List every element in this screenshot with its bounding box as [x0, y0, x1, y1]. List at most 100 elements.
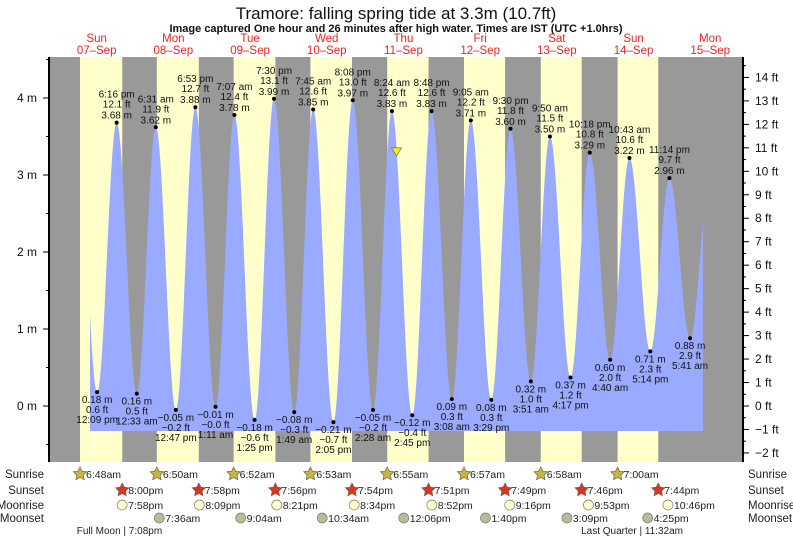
low-tide-m: 0.37 m: [555, 381, 586, 392]
high-tide-m: 3.22 m: [614, 146, 645, 157]
sunrise-star-icon: [379, 466, 395, 481]
right-tick-label: 12 ft: [755, 117, 779, 131]
moonset-moon-icon: [235, 512, 247, 524]
sunset-time: 7:51pm: [435, 485, 470, 497]
current-tide-marker-icon: [390, 147, 403, 157]
moonrise-time: 8:21pm: [283, 500, 318, 512]
high-tide-m: 3.71 m: [456, 108, 487, 119]
tide-point: [95, 390, 100, 395]
tide-point: [688, 336, 693, 341]
right-tick-label: 6 ft: [755, 258, 772, 272]
moon-phase-label: Full Moon | 7:08pm: [77, 526, 162, 537]
sunset-star-icon: [497, 482, 513, 497]
right-tick-label: 0 ft: [755, 399, 772, 413]
tide-point: [331, 420, 336, 425]
sunset-time: 7:56pm: [281, 485, 316, 497]
sunrise-row-label-right: Sunrise: [748, 469, 787, 481]
moonset-moon-icon: [480, 512, 491, 524]
sunset-time: 7:49pm: [511, 485, 546, 497]
right-tick-label: 7 ft: [755, 235, 772, 249]
high-tide-time: 6:31 am: [138, 94, 174, 105]
tide-point: [252, 417, 257, 422]
moonrise-moon-icon: [271, 499, 283, 511]
moonset-time: 7:36am: [165, 513, 200, 525]
tide-point: [232, 112, 237, 117]
high-tide-time: 9:05 am: [453, 87, 489, 98]
tide-point: [311, 107, 316, 112]
sunrise-time: 6:55am: [393, 469, 428, 481]
sunrise-star-icon: [72, 466, 88, 481]
high-tide-ft: 12.1 ft: [103, 100, 131, 111]
day-label-date: 10–Sep: [307, 45, 347, 57]
tide-point: [587, 150, 592, 155]
moonrise-time: 9:53pm: [594, 500, 629, 512]
low-tide-m: 0.18 m: [82, 395, 113, 406]
low-tide-ft: −0.4 ft: [398, 428, 426, 439]
tide-point: [173, 407, 178, 412]
right-tick-label: −1 ft: [755, 422, 779, 436]
right-tick-label: 3 ft: [755, 329, 772, 343]
right-tick-label: −2 ft: [755, 446, 779, 460]
moonset-time: 1:40pm: [491, 513, 526, 525]
sunrise-star-icon: [610, 466, 625, 481]
moonset-row-label-left: Moonset: [0, 513, 45, 525]
low-tide-time: 3:51 am: [513, 404, 549, 415]
high-tide-ft: 12.6 ft: [299, 87, 327, 98]
chart-title: Tramore: falling spring tide at 3.3m (10…: [236, 4, 557, 23]
right-tick-label: 4 ft: [755, 305, 772, 319]
sunset-star-icon: [650, 482, 666, 497]
high-tide-ft: 12.6 ft: [378, 88, 406, 99]
tide-point: [370, 407, 375, 412]
low-tide-ft: 2.0 ft: [599, 373, 621, 384]
sunset-star-icon: [267, 482, 283, 497]
low-tide-ft: −0.2 ft: [162, 423, 190, 434]
high-tide-time: 7:45 am: [295, 77, 331, 88]
moonset-moon-icon: [316, 512, 328, 524]
tide-point: [568, 375, 573, 380]
right-tick-label: 5 ft: [755, 282, 772, 296]
moonrise-time: 7:58pm: [128, 500, 163, 512]
high-tide-ft: 12.4 ft: [221, 92, 249, 103]
high-tide-ft: 11.5 ft: [536, 114, 563, 125]
sunrise-star-icon: [456, 466, 472, 481]
low-tide-time: 2:05 pm: [315, 445, 351, 456]
day-label-dow: Mon: [162, 33, 184, 45]
high-tide-ft: 12.6 ft: [418, 88, 446, 99]
high-tide-m: 3.97 m: [337, 88, 368, 99]
moonrise-moon-icon: [504, 499, 516, 511]
high-tide-m: 3.83 m: [377, 99, 408, 110]
low-tide-time: 1:11 am: [198, 430, 233, 441]
tide-point: [272, 96, 277, 101]
high-tide-ft: 12.2 ft: [457, 97, 485, 108]
high-tide-m: 3.68 m: [101, 111, 132, 122]
sunrise-star-icon: [302, 466, 318, 481]
left-tick-label: 4 m: [17, 91, 37, 105]
sunrise-time: 6:50am: [163, 469, 198, 481]
right-tick-label: 10 ft: [755, 164, 779, 178]
sun-moon-rows: Sunrise Sunrise 6:48am 6:50am 6:52am 6:53am 6:…: [0, 466, 793, 537]
low-tide-m: 0.16 m: [121, 397, 152, 408]
low-tide-ft: 2.9 ft: [679, 351, 701, 362]
low-tide-m: 0.09 m: [437, 402, 468, 413]
sunrise-row-label-left: Sunrise: [5, 469, 44, 481]
high-tide-ft: 12.7 ft: [181, 84, 209, 95]
low-tide-ft: 1.0 ft: [520, 394, 542, 405]
day-label-dow: Sun: [86, 33, 106, 45]
sunrise-time: 6:52am: [240, 469, 275, 481]
moonrise-moon-icon: [583, 499, 594, 511]
low-tide-m: −0.12 m: [394, 418, 430, 429]
high-tide-time: 8:48 pm: [414, 78, 450, 89]
high-tide-ft: 9.7 ft: [658, 155, 680, 166]
axes: 0 m 1 m 2 m 3 m 4 m −2 ft −1 ft 0 ft 1 ft 2 ft 3 f…: [17, 33, 779, 462]
moonrise-moon-icon: [348, 499, 360, 511]
high-tide-ft: 11.8 ft: [497, 106, 524, 117]
tide-point: [134, 391, 139, 396]
tide-point: [213, 404, 218, 409]
day-label-date: 13–Sep: [537, 45, 577, 57]
tide-point: [468, 118, 473, 123]
right-tick-label: 14 ft: [755, 70, 779, 84]
sunrise-time: 6:48am: [86, 469, 121, 481]
tide-point: [114, 120, 119, 125]
sunset-star-icon: [574, 482, 590, 497]
